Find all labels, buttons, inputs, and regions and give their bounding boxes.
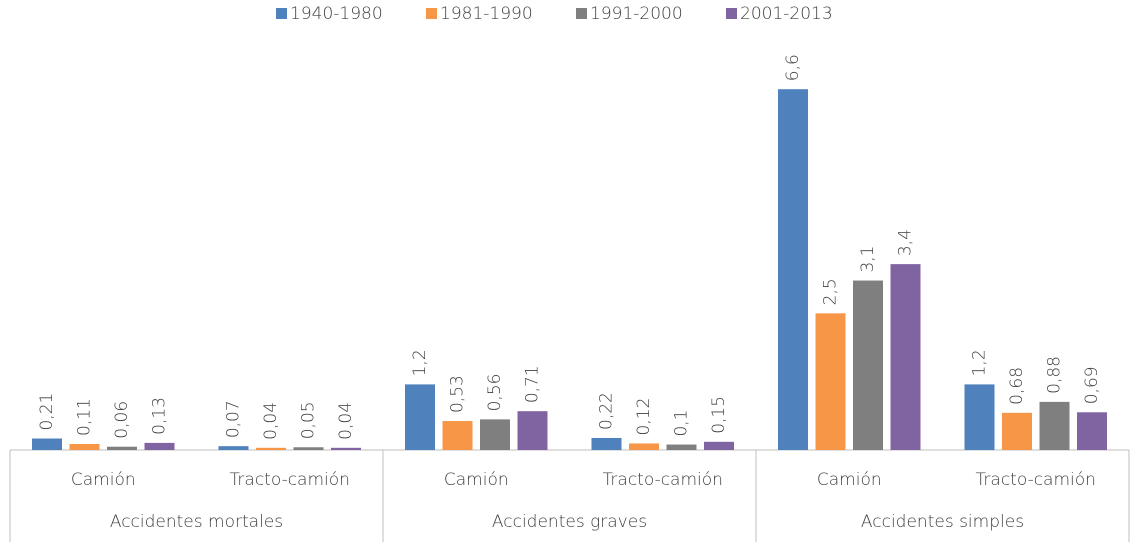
group-label: Accidentes mortales <box>110 512 283 532</box>
data-label: 0,12 <box>634 398 654 436</box>
data-label: 1,2 <box>970 349 990 376</box>
data-label: 0,1 <box>672 409 692 436</box>
data-label: 6,6 <box>783 54 803 81</box>
bar <box>964 384 995 450</box>
bar <box>144 442 175 450</box>
x-tick-label: Camión <box>71 470 136 490</box>
bar <box>32 438 62 450</box>
x-tick-label: Tracto-camión <box>976 470 1096 490</box>
bar <box>704 441 734 450</box>
bar <box>1039 401 1070 450</box>
data-label: 0,71 <box>523 365 543 403</box>
data-label: 0,13 <box>150 397 170 435</box>
legend-swatch <box>426 8 437 19</box>
bar <box>69 443 100 450</box>
legend-label: 2001-2013 <box>740 4 833 24</box>
bar <box>853 280 883 450</box>
data-label: 3,1 <box>858 245 878 272</box>
data-label: 0,68 <box>1007 367 1027 405</box>
data-label: 0,04 <box>261 402 281 440</box>
data-label: 3,4 <box>896 229 916 256</box>
legend-swatch <box>576 8 587 19</box>
bar <box>890 264 921 450</box>
data-label: 0,15 <box>709 396 729 434</box>
bar <box>629 443 659 450</box>
bar <box>218 446 249 450</box>
data-label: 0,22 <box>597 392 617 430</box>
legend-swatch <box>276 8 287 19</box>
group-label: Accidentes simples <box>861 512 1024 532</box>
bar <box>405 384 435 450</box>
data-label: 0,06 <box>112 401 132 439</box>
x-tick-label: Tracto-camión <box>603 470 723 490</box>
bar <box>480 419 510 450</box>
data-label: 0,21 <box>37 393 57 431</box>
data-label: 0,56 <box>485 374 505 412</box>
data-label: 0,11 <box>75 398 95 436</box>
data-label: 0,53 <box>448 375 468 413</box>
data-label: 0,88 <box>1045 356 1065 394</box>
bar <box>666 444 697 450</box>
data-label: 0,04 <box>336 402 356 440</box>
data-label: 0,69 <box>1082 366 1102 404</box>
legend-swatch <box>726 8 737 19</box>
bar <box>293 447 324 450</box>
x-tick-label: Camión <box>444 470 509 490</box>
legend-label: 1981-1990 <box>440 4 533 24</box>
bar <box>331 447 361 450</box>
bar <box>591 437 622 450</box>
bar <box>107 446 137 450</box>
bar <box>256 447 286 450</box>
legend-label: 1940-1980 <box>290 4 383 24</box>
data-label: 0,05 <box>299 401 319 439</box>
data-label: 0,07 <box>224 400 244 438</box>
bar <box>815 313 846 450</box>
data-label: 2,5 <box>821 278 841 305</box>
bar <box>778 89 808 450</box>
bar <box>1077 412 1107 450</box>
x-tick-label: Camión <box>817 470 882 490</box>
bar <box>517 411 548 450</box>
bar <box>1002 412 1032 450</box>
x-tick-label: Tracto-camión <box>230 470 350 490</box>
bar <box>442 421 473 450</box>
data-label: 1,2 <box>410 349 430 376</box>
legend-label: 1991-2000 <box>590 4 683 24</box>
group-label: Accidentes graves <box>492 512 647 532</box>
